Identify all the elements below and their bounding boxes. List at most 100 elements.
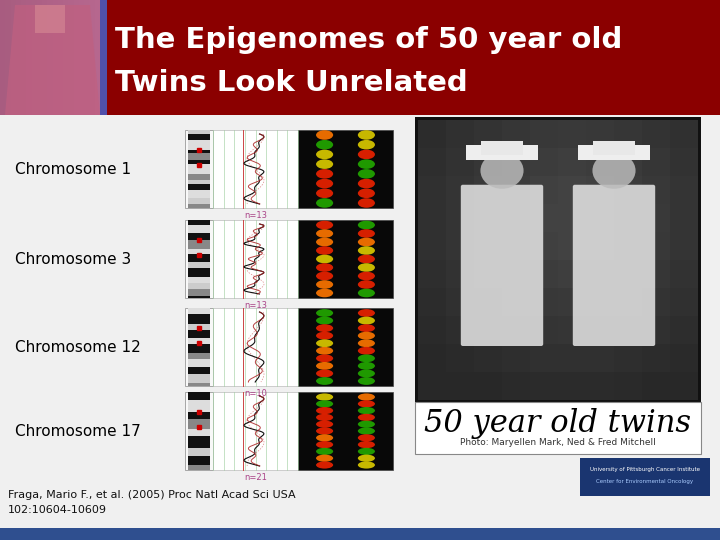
Ellipse shape bbox=[358, 221, 375, 230]
Bar bbox=[188, 198, 210, 204]
Bar bbox=[188, 150, 210, 153]
Bar bbox=[670, 260, 698, 288]
Ellipse shape bbox=[358, 324, 375, 332]
Bar bbox=[78, 0, 84, 115]
Bar bbox=[188, 240, 210, 249]
Bar bbox=[446, 148, 474, 176]
Ellipse shape bbox=[316, 229, 333, 238]
Ellipse shape bbox=[358, 414, 375, 421]
Bar bbox=[418, 120, 446, 148]
Bar bbox=[502, 204, 530, 232]
Bar bbox=[580, 458, 710, 496]
Bar bbox=[16, 0, 21, 115]
Ellipse shape bbox=[316, 159, 333, 169]
Bar bbox=[188, 283, 210, 289]
Ellipse shape bbox=[316, 347, 333, 355]
Bar bbox=[185, 308, 213, 386]
Ellipse shape bbox=[358, 188, 375, 198]
Text: n=10: n=10 bbox=[244, 389, 267, 398]
Bar bbox=[188, 204, 210, 208]
Bar bbox=[188, 419, 210, 429]
Text: 102:10604-10609: 102:10604-10609 bbox=[8, 505, 107, 515]
Bar bbox=[188, 383, 210, 386]
Bar bbox=[188, 180, 210, 184]
Ellipse shape bbox=[316, 394, 333, 401]
FancyBboxPatch shape bbox=[573, 185, 655, 346]
Ellipse shape bbox=[316, 332, 333, 340]
Ellipse shape bbox=[316, 188, 333, 198]
Polygon shape bbox=[5, 5, 100, 115]
Ellipse shape bbox=[480, 152, 523, 189]
Bar bbox=[35, 5, 65, 33]
Bar bbox=[670, 288, 698, 316]
Ellipse shape bbox=[316, 169, 333, 179]
Ellipse shape bbox=[316, 441, 333, 448]
Bar bbox=[188, 160, 210, 164]
Text: Photo: Maryellen Mark, Ned & Fred Mitchell: Photo: Maryellen Mark, Ned & Fred Mitche… bbox=[460, 438, 656, 447]
Bar bbox=[188, 226, 210, 233]
Ellipse shape bbox=[358, 140, 375, 150]
Bar bbox=[0, 528, 720, 540]
Bar bbox=[474, 260, 502, 288]
Bar bbox=[586, 372, 614, 400]
Bar bbox=[474, 232, 502, 260]
Text: n=13: n=13 bbox=[244, 301, 267, 310]
Ellipse shape bbox=[316, 354, 333, 362]
Ellipse shape bbox=[358, 289, 375, 298]
Text: n=13: n=13 bbox=[244, 211, 267, 220]
Text: Chromosome 17: Chromosome 17 bbox=[15, 423, 140, 438]
Ellipse shape bbox=[358, 339, 375, 347]
Bar bbox=[0, 0, 5, 115]
Bar bbox=[298, 220, 393, 298]
Ellipse shape bbox=[316, 272, 333, 280]
Bar bbox=[614, 204, 642, 232]
Ellipse shape bbox=[358, 238, 375, 246]
Bar bbox=[558, 176, 586, 204]
Bar bbox=[213, 130, 298, 208]
FancyBboxPatch shape bbox=[466, 145, 539, 159]
Ellipse shape bbox=[316, 130, 333, 140]
Bar bbox=[586, 288, 614, 316]
FancyBboxPatch shape bbox=[577, 145, 650, 159]
Bar bbox=[185, 392, 213, 470]
Ellipse shape bbox=[316, 289, 333, 298]
Bar bbox=[446, 260, 474, 288]
Ellipse shape bbox=[316, 324, 333, 332]
Bar bbox=[558, 204, 586, 232]
Text: n=21: n=21 bbox=[244, 473, 267, 482]
Ellipse shape bbox=[358, 229, 375, 238]
FancyBboxPatch shape bbox=[482, 141, 523, 156]
Bar bbox=[32, 0, 37, 115]
Bar bbox=[185, 220, 213, 298]
Bar bbox=[188, 190, 210, 198]
Bar bbox=[188, 400, 210, 411]
Bar bbox=[446, 120, 474, 148]
Ellipse shape bbox=[358, 407, 375, 414]
Bar bbox=[188, 153, 210, 160]
Text: Fraga, Mario F., et al. (2005) Proc Natl Acad Sci USA: Fraga, Mario F., et al. (2005) Proc Natl… bbox=[8, 490, 296, 500]
Ellipse shape bbox=[316, 455, 333, 462]
Bar bbox=[415, 402, 701, 454]
Bar bbox=[188, 140, 210, 150]
Bar bbox=[418, 232, 446, 260]
Bar bbox=[614, 316, 642, 344]
Bar bbox=[188, 174, 210, 180]
Ellipse shape bbox=[358, 354, 375, 362]
Bar bbox=[558, 120, 586, 148]
Ellipse shape bbox=[358, 246, 375, 255]
Bar bbox=[188, 436, 210, 448]
Text: 50 year old twins: 50 year old twins bbox=[425, 408, 691, 440]
Ellipse shape bbox=[358, 169, 375, 179]
Bar bbox=[530, 316, 558, 344]
Bar bbox=[614, 344, 642, 372]
Ellipse shape bbox=[316, 238, 333, 246]
Bar bbox=[642, 260, 670, 288]
Bar bbox=[84, 0, 89, 115]
Bar bbox=[418, 148, 446, 176]
Bar bbox=[188, 268, 210, 277]
Bar bbox=[188, 448, 210, 456]
Ellipse shape bbox=[358, 263, 375, 272]
Ellipse shape bbox=[316, 263, 333, 272]
Ellipse shape bbox=[316, 246, 333, 255]
Bar bbox=[213, 392, 298, 470]
